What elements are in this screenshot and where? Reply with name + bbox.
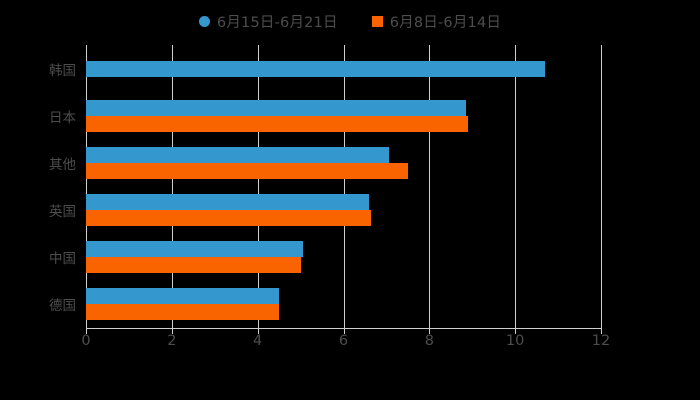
gridline — [171, 45, 173, 328]
gridline — [429, 45, 431, 328]
x-axis-tick-label: 10 — [505, 333, 525, 349]
x-axis-tick-label: 8 — [424, 333, 434, 349]
bar[interactable] — [86, 210, 372, 227]
bar[interactable] — [86, 99, 466, 116]
x-axis-tick-mark — [86, 328, 87, 334]
gridline — [515, 45, 517, 328]
y-axis-tick-label: 德国 — [49, 298, 76, 315]
plot-area — [86, 45, 602, 328]
x-axis-tick-mark — [601, 328, 602, 334]
x-axis-tick-mark — [343, 328, 345, 334]
legend-label-series-0: 6月15日-6月21日 — [216, 14, 338, 31]
gridline — [601, 45, 602, 328]
y-axis-tick-label: 其他 — [49, 156, 76, 173]
x-axis-tick-mark — [429, 328, 431, 334]
bar[interactable] — [86, 288, 280, 305]
y-axis-tick-label: 韩国 — [49, 62, 76, 79]
bar[interactable] — [86, 257, 301, 274]
x-axis-tick-mark — [257, 328, 259, 334]
bar[interactable] — [86, 115, 468, 132]
legend-entry-series-0[interactable]: 6月15日-6月21日 — [198, 11, 338, 32]
x-axis-tick-mark — [515, 328, 517, 334]
x-axis-tick-label: 6 — [338, 333, 349, 349]
y-axis-tick-label: 日本 — [49, 109, 76, 126]
x-axis-tick-label: 12 — [591, 333, 611, 349]
x-axis-tick-label: 4 — [253, 333, 263, 349]
bar[interactable] — [86, 162, 408, 179]
gridline — [343, 45, 345, 328]
chart-legend: 6月15日-6月21日 6月8日-6月14日 — [0, 8, 700, 34]
bar[interactable] — [86, 304, 280, 321]
bar[interactable] — [86, 60, 546, 77]
legend-swatch-circle-icon — [198, 15, 210, 27]
legend-entry-series-1[interactable]: 6月8日-6月14日 — [371, 11, 502, 32]
gridline — [257, 45, 259, 328]
bar[interactable] — [86, 194, 370, 211]
y-axis-labels: 韩国日本其他英国中国德国 — [0, 0, 76, 400]
y-axis-tick-label: 中国 — [49, 251, 76, 268]
y-axis-tick-label: 英国 — [49, 204, 76, 221]
legend-swatch-square-icon — [371, 15, 383, 27]
x-axis-tick-mark — [171, 328, 173, 334]
bar[interactable] — [86, 146, 389, 163]
x-axis-tick-label: 2 — [167, 333, 177, 349]
legend-label-series-1: 6月8日-6月14日 — [389, 14, 502, 31]
bar[interactable] — [86, 241, 303, 258]
x-axis-tick-label: 0 — [81, 333, 91, 349]
y-axis-line — [86, 45, 87, 328]
